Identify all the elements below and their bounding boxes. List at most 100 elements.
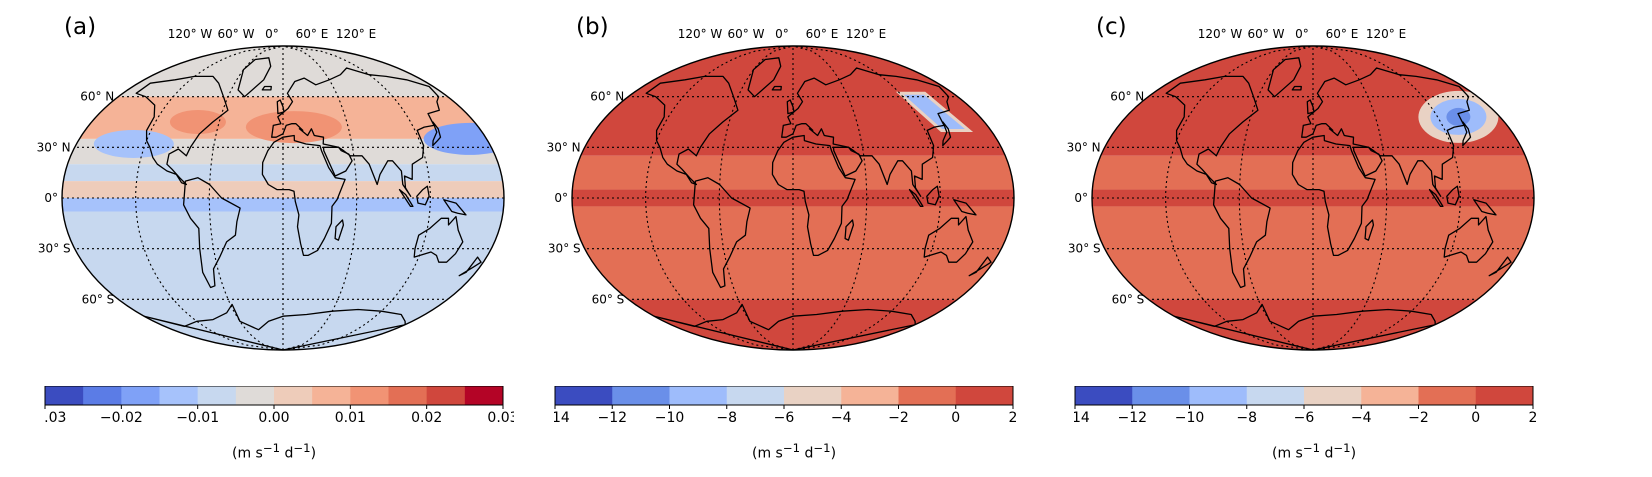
colorbar-segment: [464, 386, 504, 405]
colorbar-tick-label: −4: [831, 410, 852, 426]
colorbar-units: (m s−1 d−1): [232, 441, 317, 462]
longitude-label: 120° W: [1198, 27, 1243, 41]
coastline: [237, 57, 272, 98]
longitude-label: 60° W: [728, 27, 765, 41]
shading-band: [572, 206, 1014, 300]
latitude-label: 30° N: [1067, 140, 1101, 154]
coastline: [1291, 85, 1302, 91]
shading-blob: [93, 129, 174, 158]
map-b: 120° W 60° W 0° 60° E 120° E 60° N 30° N 0° 30° …: [547, 27, 1015, 351]
colorbar-segment: [1361, 386, 1419, 405]
coastline: [786, 99, 795, 115]
coastline: [432, 121, 442, 147]
longitude-label: 120° W: [678, 27, 723, 41]
coastline: [1267, 57, 1302, 98]
coastline: [953, 199, 977, 216]
colorbar-segment: [159, 386, 199, 405]
longitude-label: 120° E: [336, 27, 376, 41]
colorbar-tick-label: −14: [554, 410, 570, 426]
colorbar-tick-label: 0: [951, 410, 960, 426]
shading-patch: [895, 91, 974, 132]
coastline: [1291, 134, 1376, 257]
colorbar-units: (m s−1 d−1): [1272, 441, 1357, 462]
colorbar-a: −0.03 −0.02 −0.01 0.00 0.01 0.02 0.03: [44, 386, 514, 426]
coastline: [143, 303, 406, 350]
latitude-label: 60° N: [1110, 90, 1144, 104]
meridian-line: [645, 46, 794, 350]
colorbar-segment: [426, 386, 466, 405]
shading-band: [62, 164, 504, 182]
meridian-line: [1165, 46, 1314, 350]
colorbar-segment: [388, 386, 428, 405]
meridian-line: [792, 46, 941, 350]
coastline: [458, 256, 482, 277]
colorbar-segment: [784, 386, 842, 405]
longitude-label: 0°: [265, 27, 279, 41]
longitude-label: 60° E: [806, 27, 839, 41]
colorbar-tick-label: 0.02: [411, 410, 442, 426]
colorbar-tick-label: −14: [1074, 410, 1090, 426]
colorbar-tick-label: 0.01: [335, 410, 366, 426]
meridian-line: [1312, 46, 1388, 350]
coastline: [771, 134, 856, 257]
meridian-line: [282, 46, 431, 350]
coastline: [1165, 75, 1259, 186]
latitude-label: 30° S: [1068, 242, 1101, 256]
meridian-line: [718, 46, 794, 350]
shading-blob: [169, 110, 226, 134]
shading-band: [1092, 206, 1534, 300]
coastline: [908, 188, 924, 208]
coastline: [844, 219, 855, 241]
coastline: [1428, 188, 1444, 208]
meridian-line: [208, 46, 284, 350]
longitude-label: 60° W: [1248, 27, 1285, 41]
colorbar-segment: [726, 386, 785, 405]
colorbar-tick-label: −10: [655, 410, 685, 426]
coastline: [276, 99, 285, 115]
meridian-line: [282, 46, 358, 350]
colorbar-c: −14 −12 −10 −8 −6 −4 −2 0 2: [1074, 386, 1538, 426]
colorbar-tick-label: −6: [1294, 410, 1315, 426]
coastline: [926, 185, 940, 206]
panel-c: 120° W 60° W 0° 60° E 120° E 60° N 30° N 0° 30° …: [1030, 0, 1570, 477]
colorbar-segment: [612, 386, 670, 405]
latitude-label: 30° S: [38, 242, 71, 256]
coastline: [653, 303, 916, 350]
coastline: [334, 219, 345, 241]
meridian-line: [135, 46, 284, 350]
colorbar-tick-label: −12: [597, 410, 627, 426]
colorbar-segment: [555, 386, 613, 405]
coastline: [1488, 256, 1512, 277]
coastline: [1462, 121, 1472, 147]
map-outline: [571, 45, 1015, 351]
colorbar-segment: [1189, 386, 1248, 405]
longitude-label: 60° E: [1326, 27, 1359, 41]
colorbar-tick-label: 2: [1529, 410, 1538, 426]
colorbar-tick-label: 2: [1009, 410, 1018, 426]
colorbar-tick-label: 0: [1471, 410, 1480, 426]
latitude-label: 0°: [44, 191, 58, 205]
latitude-label: 60° N: [590, 90, 624, 104]
coastline: [968, 256, 992, 277]
coastline: [781, 67, 950, 197]
coastline: [942, 121, 952, 147]
colorbar-segment: [83, 386, 122, 405]
coastline: [1301, 67, 1470, 197]
map-c: 120° W 60° W 0° 60° E 120° E 60° N 30° N 0° 30° …: [1067, 27, 1535, 351]
coastline: [923, 215, 974, 263]
map-outline: [1091, 45, 1535, 351]
shading-blob: [245, 111, 342, 144]
shading-layer: [62, 46, 504, 350]
colorbar-segment: [841, 386, 899, 405]
colorbar-segment: [1475, 386, 1534, 405]
colorbar-units: (m s−1 d−1): [752, 441, 837, 462]
coastline: [413, 215, 464, 263]
colorbar-tick-label: −10: [1175, 410, 1205, 426]
coastline: [261, 85, 272, 91]
longitude-label: 0°: [1295, 27, 1309, 41]
panel-label: (c): [1096, 14, 1127, 40]
coastline: [1364, 219, 1375, 241]
coastline: [416, 185, 430, 206]
colorbar-tick-label: −0.01: [176, 410, 219, 426]
colorbar-tick-label: −8: [1236, 410, 1257, 426]
